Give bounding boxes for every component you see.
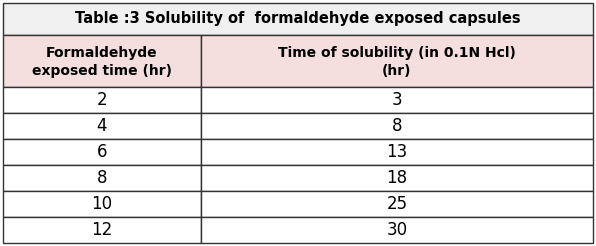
Text: Formaldehyde: Formaldehyde [46,46,157,60]
Bar [3,217,201,243]
Text: Time of solubility (in 0.1N Hcl): Time of solubility (in 0.1N Hcl) [278,46,516,60]
Text: 10: 10 [91,195,113,213]
Bar [3,165,201,191]
Bar [201,139,593,165]
Bar [3,87,201,113]
Text: 6: 6 [97,143,107,161]
Bar [3,139,201,165]
Bar [3,3,593,35]
Text: 8: 8 [97,169,107,187]
Text: Table :3 Solubility of  formaldehyde exposed capsules: Table :3 Solubility of formaldehyde expo… [75,12,521,27]
Bar [201,113,593,139]
Text: 8: 8 [392,117,402,135]
Text: 13: 13 [386,143,408,161]
Bar [3,191,201,217]
Text: 25: 25 [386,195,408,213]
Bar [3,113,201,139]
Text: 2: 2 [97,91,107,109]
Bar [3,35,201,87]
Bar [201,191,593,217]
Bar [201,217,593,243]
Text: exposed time (hr): exposed time (hr) [32,64,172,78]
Text: 30: 30 [386,221,408,239]
Bar [201,165,593,191]
Text: 4: 4 [97,117,107,135]
Bar [201,35,593,87]
Text: (hr): (hr) [382,64,412,78]
Bar [201,87,593,113]
Text: 18: 18 [386,169,408,187]
Text: 3: 3 [392,91,402,109]
Text: 12: 12 [91,221,113,239]
